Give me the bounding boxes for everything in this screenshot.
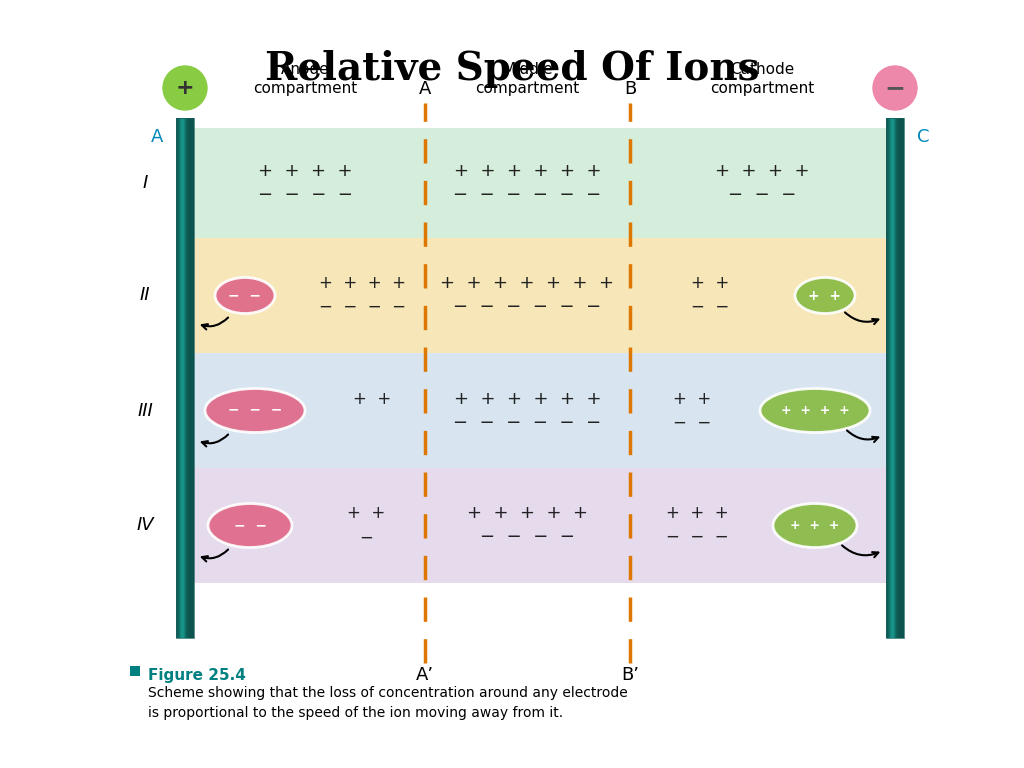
Text: −  −  −: − − − <box>227 403 283 418</box>
Bar <box>194 353 886 468</box>
Text: Cathode
compartment: Cathode compartment <box>711 62 815 96</box>
Text: I: I <box>142 174 147 192</box>
Text: −  −  −  −  −  −: − − − − − − <box>454 299 602 316</box>
Ellipse shape <box>773 504 857 548</box>
Text: −: − <box>885 76 905 100</box>
Bar <box>886 118 904 638</box>
Ellipse shape <box>760 389 870 432</box>
Text: −  −  −  −: − − − − <box>480 528 575 547</box>
Text: −  −: − − <box>674 413 712 432</box>
Text: +  +: + + <box>674 389 712 408</box>
Text: A: A <box>151 128 163 146</box>
Text: Middle
compartment: Middle compartment <box>475 62 580 96</box>
Text: −  −  −  −: − − − − <box>257 186 352 204</box>
Bar <box>194 468 886 583</box>
Ellipse shape <box>205 389 305 432</box>
Bar <box>194 238 886 353</box>
Ellipse shape <box>215 277 275 313</box>
Ellipse shape <box>795 277 855 313</box>
Text: +  +  +  +  +  +: + + + + + + <box>454 162 601 180</box>
Text: Anode
compartment: Anode compartment <box>253 62 357 96</box>
Circle shape <box>873 66 918 110</box>
Text: A’: A’ <box>416 666 434 684</box>
Text: −: − <box>359 528 374 547</box>
Text: −  −  −: − − − <box>728 186 797 204</box>
Text: III: III <box>137 402 153 419</box>
Text: +  +  +  +  +: + + + + + <box>467 505 588 522</box>
Text: Scheme showing that the loss of concentration around any electrode
is proportion: Scheme showing that the loss of concentr… <box>148 686 628 720</box>
Text: II: II <box>139 286 151 304</box>
Text: IV: IV <box>136 517 154 535</box>
Text: +  +  +  +  +  +  +: + + + + + + + <box>440 274 614 293</box>
Circle shape <box>163 66 207 110</box>
Text: +  +  +: + + + <box>667 505 729 522</box>
Text: C: C <box>916 128 929 146</box>
Text: −  −: − − <box>691 299 729 316</box>
Text: +: + <box>176 78 195 98</box>
Bar <box>176 118 194 638</box>
Bar <box>194 128 886 238</box>
Text: −  −  −  −  −  −: − − − − − − <box>454 186 602 204</box>
Text: Relative Speed Of Ions: Relative Speed Of Ions <box>265 50 759 88</box>
Text: +  +  +  +: + + + + <box>715 162 810 180</box>
Text: −  −: − − <box>228 289 261 303</box>
Text: B’: B’ <box>621 666 639 684</box>
Text: +  +  +  +: + + + + <box>258 162 352 180</box>
Text: Figure 25.4: Figure 25.4 <box>148 668 246 683</box>
Bar <box>130 666 140 676</box>
Text: +  +: + + <box>691 274 729 293</box>
Text: +  +  +  +: + + + + <box>780 404 849 417</box>
Ellipse shape <box>208 504 292 548</box>
Text: −  −: − − <box>233 518 266 532</box>
Text: +  +  +  +: + + + + <box>319 274 406 293</box>
Text: −  −  −  −: − − − − <box>319 299 406 316</box>
Text: +  +: + + <box>353 389 391 408</box>
Text: +  +  +: + + + <box>791 519 840 532</box>
Text: A: A <box>419 80 431 98</box>
Text: −  −  −: − − − <box>667 528 729 547</box>
Text: −  −  −  −  −  −: − − − − − − <box>454 413 602 432</box>
Text: B: B <box>624 80 636 98</box>
Text: +  +: + + <box>347 505 386 522</box>
Text: +  +  +  +  +  +: + + + + + + <box>454 389 601 408</box>
Text: +  +: + + <box>809 289 842 303</box>
